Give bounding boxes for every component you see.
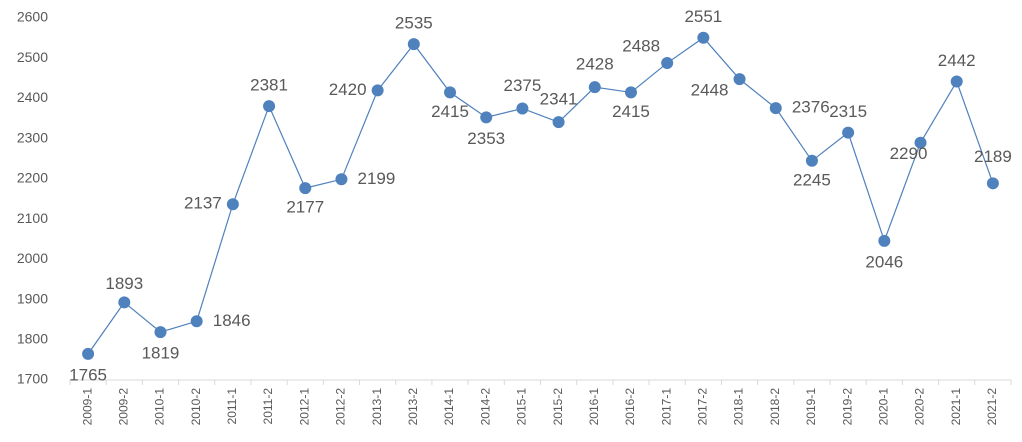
data-label: 2245 xyxy=(793,170,831,189)
x-tick-label: 2012-2 xyxy=(334,388,348,426)
data-label: 2375 xyxy=(503,76,541,95)
data-label: 2137 xyxy=(184,194,222,213)
y-tick-label: 1700 xyxy=(17,371,48,387)
x-tick-label: 2011-2 xyxy=(261,388,275,425)
x-tick-label: 2014-1 xyxy=(442,388,456,426)
point xyxy=(986,177,999,190)
data-label: 2381 xyxy=(250,76,288,95)
data-label: 2177 xyxy=(286,198,324,217)
point xyxy=(480,111,493,124)
x-tick-label: 2018-1 xyxy=(732,388,746,426)
x-tick-label: 2016-2 xyxy=(623,388,637,426)
point xyxy=(842,126,855,139)
point xyxy=(335,173,348,186)
data-label: 2448 xyxy=(691,81,729,100)
x-tick-label: 2012-1 xyxy=(297,388,311,426)
point xyxy=(190,315,203,328)
y-tick-label: 2200 xyxy=(17,170,48,186)
data-label: 1819 xyxy=(142,344,180,363)
x-tick-label: 2020-2 xyxy=(913,388,927,426)
point xyxy=(407,38,420,51)
x-tick-label: 2010-1 xyxy=(153,388,167,426)
point xyxy=(263,100,276,113)
point xyxy=(516,102,529,115)
data-label: 2420 xyxy=(329,80,367,99)
y-tick-label: 2000 xyxy=(17,250,48,266)
point xyxy=(444,86,457,99)
y-tick-label: 2600 xyxy=(17,9,48,25)
x-tick-label: 2019-1 xyxy=(804,388,818,426)
x-tick-label: 2015-1 xyxy=(515,388,529,426)
data-label: 2488 xyxy=(622,37,660,56)
point xyxy=(914,136,927,149)
data-label: 2290 xyxy=(890,144,928,163)
x-tick-label: 2015-2 xyxy=(551,388,565,426)
y-tick-label: 1800 xyxy=(17,330,48,346)
line xyxy=(87,36,994,355)
x-tick-label: 2019-2 xyxy=(840,388,854,426)
data-label: 2376 xyxy=(792,98,830,117)
data-label: 2315 xyxy=(829,102,867,121)
point xyxy=(769,102,782,115)
point xyxy=(154,326,167,339)
data-label: 2442 xyxy=(938,51,976,70)
y-tick-label: 2300 xyxy=(17,129,48,145)
x-tick-label: 2017-1 xyxy=(659,388,673,426)
y-tick-label: 2500 xyxy=(17,49,48,65)
data-label: 2415 xyxy=(612,102,650,121)
x-tick-label: 2021-2 xyxy=(985,388,999,426)
y-tick-label: 1900 xyxy=(17,290,48,306)
x-tick-label: 2021-1 xyxy=(949,388,963,426)
point xyxy=(552,116,565,129)
x-tick-label: 2009-2 xyxy=(116,388,130,426)
point xyxy=(118,296,131,309)
data-label: 2189 xyxy=(974,147,1012,166)
data-label: 1893 xyxy=(105,274,143,293)
point xyxy=(588,81,601,94)
x-tick-label: 2017-2 xyxy=(696,388,710,426)
x-tick-label: 2014-2 xyxy=(478,388,492,426)
point xyxy=(805,154,818,167)
y-tick-label: 2400 xyxy=(17,89,48,105)
point xyxy=(950,75,963,88)
data-label: 1846 xyxy=(213,311,251,330)
x-tick-label: 2013-1 xyxy=(370,388,384,426)
data-label: 2046 xyxy=(865,252,903,271)
point xyxy=(661,57,674,70)
point xyxy=(82,347,95,360)
data-label: 2199 xyxy=(358,169,396,188)
point xyxy=(733,73,746,86)
x-tick-label: 2013-2 xyxy=(406,388,420,426)
point xyxy=(624,86,637,99)
x-tick-label: 2018-2 xyxy=(768,388,782,426)
point xyxy=(371,84,384,97)
point xyxy=(878,234,891,247)
x-tick-label: 2020-1 xyxy=(876,388,890,426)
point xyxy=(226,198,239,211)
data-label: 2353 xyxy=(467,129,505,148)
data-label: 2415 xyxy=(431,102,469,121)
x-tick-label: 2010-2 xyxy=(189,388,203,426)
x-tick-label: 2009-1 xyxy=(80,388,94,426)
x-tick-label: 2011-1 xyxy=(225,388,239,425)
data-label: 2551 xyxy=(684,7,722,26)
data-label: 2428 xyxy=(576,55,614,74)
data-label: 1765 xyxy=(69,365,107,384)
data-label: 2341 xyxy=(540,90,578,109)
x-tick-label: 2016-1 xyxy=(587,388,601,426)
y-tick-label: 2100 xyxy=(17,210,48,226)
data-label: 2535 xyxy=(395,14,433,33)
point xyxy=(299,182,312,195)
point xyxy=(697,31,710,44)
